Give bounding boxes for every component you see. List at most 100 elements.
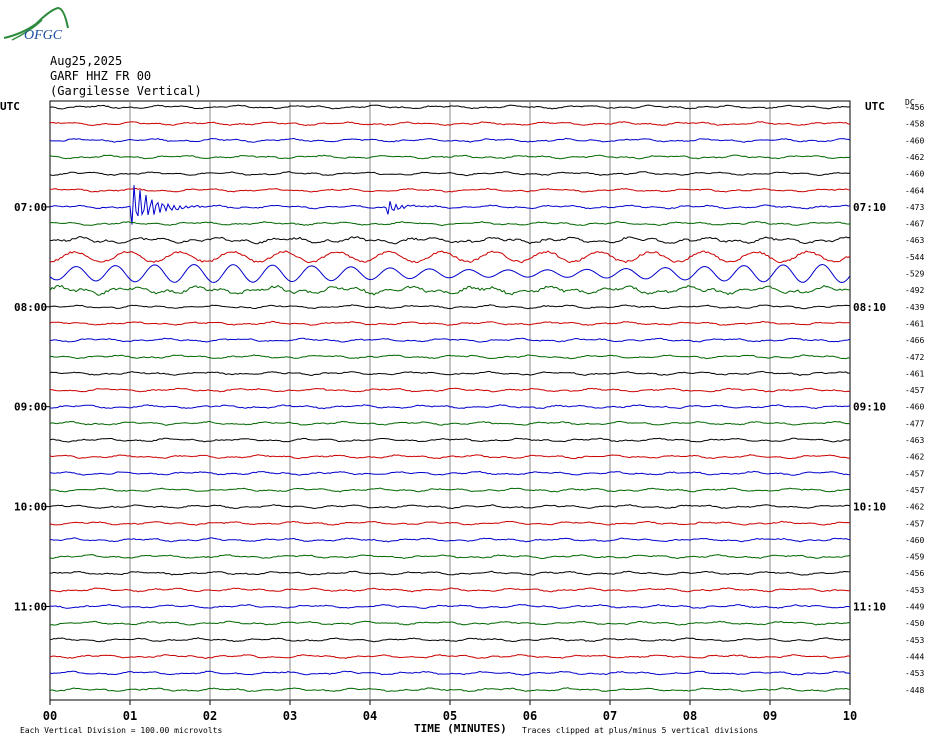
dc-offset-label: -466	[905, 336, 924, 345]
trace-10	[49, 263, 851, 284]
trace-29	[49, 587, 851, 593]
dc-offset-label: -464	[905, 186, 924, 195]
header-location: (Gargilesse Vertical)	[50, 84, 202, 98]
trace-20	[49, 437, 851, 443]
dc-offset-label: -459	[905, 553, 924, 562]
dc-offset-label: -467	[905, 220, 924, 229]
dc-offset-label: -456	[905, 569, 924, 578]
trace-12	[49, 304, 851, 310]
x-tick-label: 10	[843, 709, 857, 723]
trace-16	[49, 370, 851, 377]
right-utc-label: UTC	[865, 100, 885, 113]
dc-offset-label: -453	[905, 586, 924, 595]
trace-19	[49, 420, 851, 426]
dc-offset-label: -477	[905, 419, 924, 428]
trace-14	[49, 337, 851, 343]
dc-offset-label: -462	[905, 453, 924, 462]
trace-13	[49, 320, 851, 326]
x-tick-label: 09	[763, 709, 777, 723]
dc-offset-label: -448	[905, 686, 924, 695]
trace-5	[49, 187, 851, 193]
dc-offset-label: -439	[905, 303, 924, 312]
trace-32	[49, 637, 851, 643]
trace-35	[49, 687, 851, 693]
left-time-label: 07:00	[14, 201, 47, 214]
right-time-label: 11:10	[853, 601, 886, 614]
trace-17	[49, 387, 851, 393]
logo: OFGC	[2, 4, 74, 46]
trace-22	[49, 470, 851, 476]
trace-15	[49, 354, 851, 360]
trace-18	[49, 404, 851, 410]
trace-31	[49, 620, 851, 626]
dc-offset-label: -463	[905, 236, 924, 245]
dc-offset-label: -450	[905, 619, 924, 628]
header-date: Aug25,2025	[50, 54, 123, 68]
dc-offset-label: -462	[905, 153, 924, 162]
dc-offset-label: -449	[905, 603, 924, 612]
dc-offset-label: -457	[905, 519, 924, 528]
left-utc-label: UTC	[0, 100, 20, 113]
dc-label: DC	[905, 98, 915, 107]
trace-6	[49, 185, 851, 225]
trace-21	[49, 454, 850, 460]
left-time-label: 08:00	[14, 301, 47, 314]
trace-11	[49, 284, 851, 296]
left-time-label: 11:00	[14, 601, 47, 614]
trace-8	[49, 235, 851, 245]
dc-offset-label: -461	[905, 369, 924, 378]
trace-4	[49, 171, 851, 177]
right-time-label: 08:10	[853, 301, 886, 314]
trace-2	[49, 137, 851, 143]
right-time-label: 09:10	[853, 401, 886, 414]
trace-30	[49, 603, 851, 609]
dc-offset-label: -453	[905, 636, 924, 645]
dc-offset-label: -461	[905, 319, 924, 328]
x-tick-label: 05	[443, 709, 457, 723]
dc-offset-label: -457	[905, 486, 924, 495]
trace-26	[49, 537, 851, 543]
logo-text: OFGC	[24, 28, 63, 43]
header-station: GARF HHZ FR 00	[50, 69, 152, 83]
x-tick-label: 08	[683, 709, 697, 723]
left-time-label: 09:00	[14, 401, 47, 414]
dc-offset-label: -460	[905, 536, 924, 545]
trace-7	[49, 220, 851, 227]
footer-division: Each Vertical Division = 100.00 microvol…	[20, 726, 223, 735]
dc-offset-label: -457	[905, 469, 924, 478]
trace-24	[49, 504, 851, 510]
trace-9	[49, 250, 851, 264]
dc-offset-label: -492	[905, 286, 924, 295]
x-axis-label: TIME (MINUTES)	[414, 722, 507, 735]
trace-27	[49, 554, 851, 560]
x-tick-label: 02	[203, 709, 217, 723]
dc-offset-label: -444	[905, 652, 924, 661]
footer-clipping: Traces clipped at plus/minus 5 vertical …	[522, 726, 759, 735]
x-tick-label: 00	[43, 709, 57, 723]
dc-offset-label: -456	[905, 103, 924, 112]
dc-offset-label: -472	[905, 353, 924, 362]
right-time-label: 10:10	[853, 501, 886, 514]
x-tick-label: 04	[363, 709, 377, 723]
dc-offset-label: -462	[905, 503, 924, 512]
trace-33	[49, 654, 851, 660]
dc-offset-label: -458	[905, 120, 924, 129]
dc-offset-label: -529	[905, 270, 924, 279]
dc-offset-label: -544	[905, 253, 924, 262]
dc-offset-label: -460	[905, 136, 924, 145]
logo-mountain-icon	[3, 6, 69, 41]
left-time-label: 10:00	[14, 501, 47, 514]
dc-offset-label: -457	[905, 386, 924, 395]
trace-34	[49, 670, 851, 676]
trace-28	[49, 570, 851, 576]
x-tick-label: 01	[123, 709, 137, 723]
dc-offset-label: -453	[905, 669, 924, 678]
dc-offset-label: -473	[905, 203, 924, 212]
trace-23	[49, 487, 851, 493]
trace-1	[49, 121, 851, 127]
dc-offset-label: -463	[905, 436, 924, 445]
trace-3	[49, 154, 851, 160]
dc-offset-label: -460	[905, 170, 924, 179]
x-tick-label: 06	[523, 709, 537, 723]
